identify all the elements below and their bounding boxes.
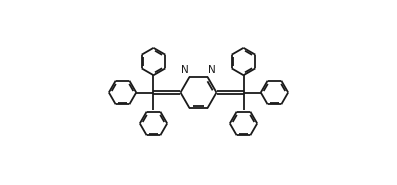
Text: N: N — [208, 65, 216, 75]
Text: N: N — [181, 65, 189, 75]
